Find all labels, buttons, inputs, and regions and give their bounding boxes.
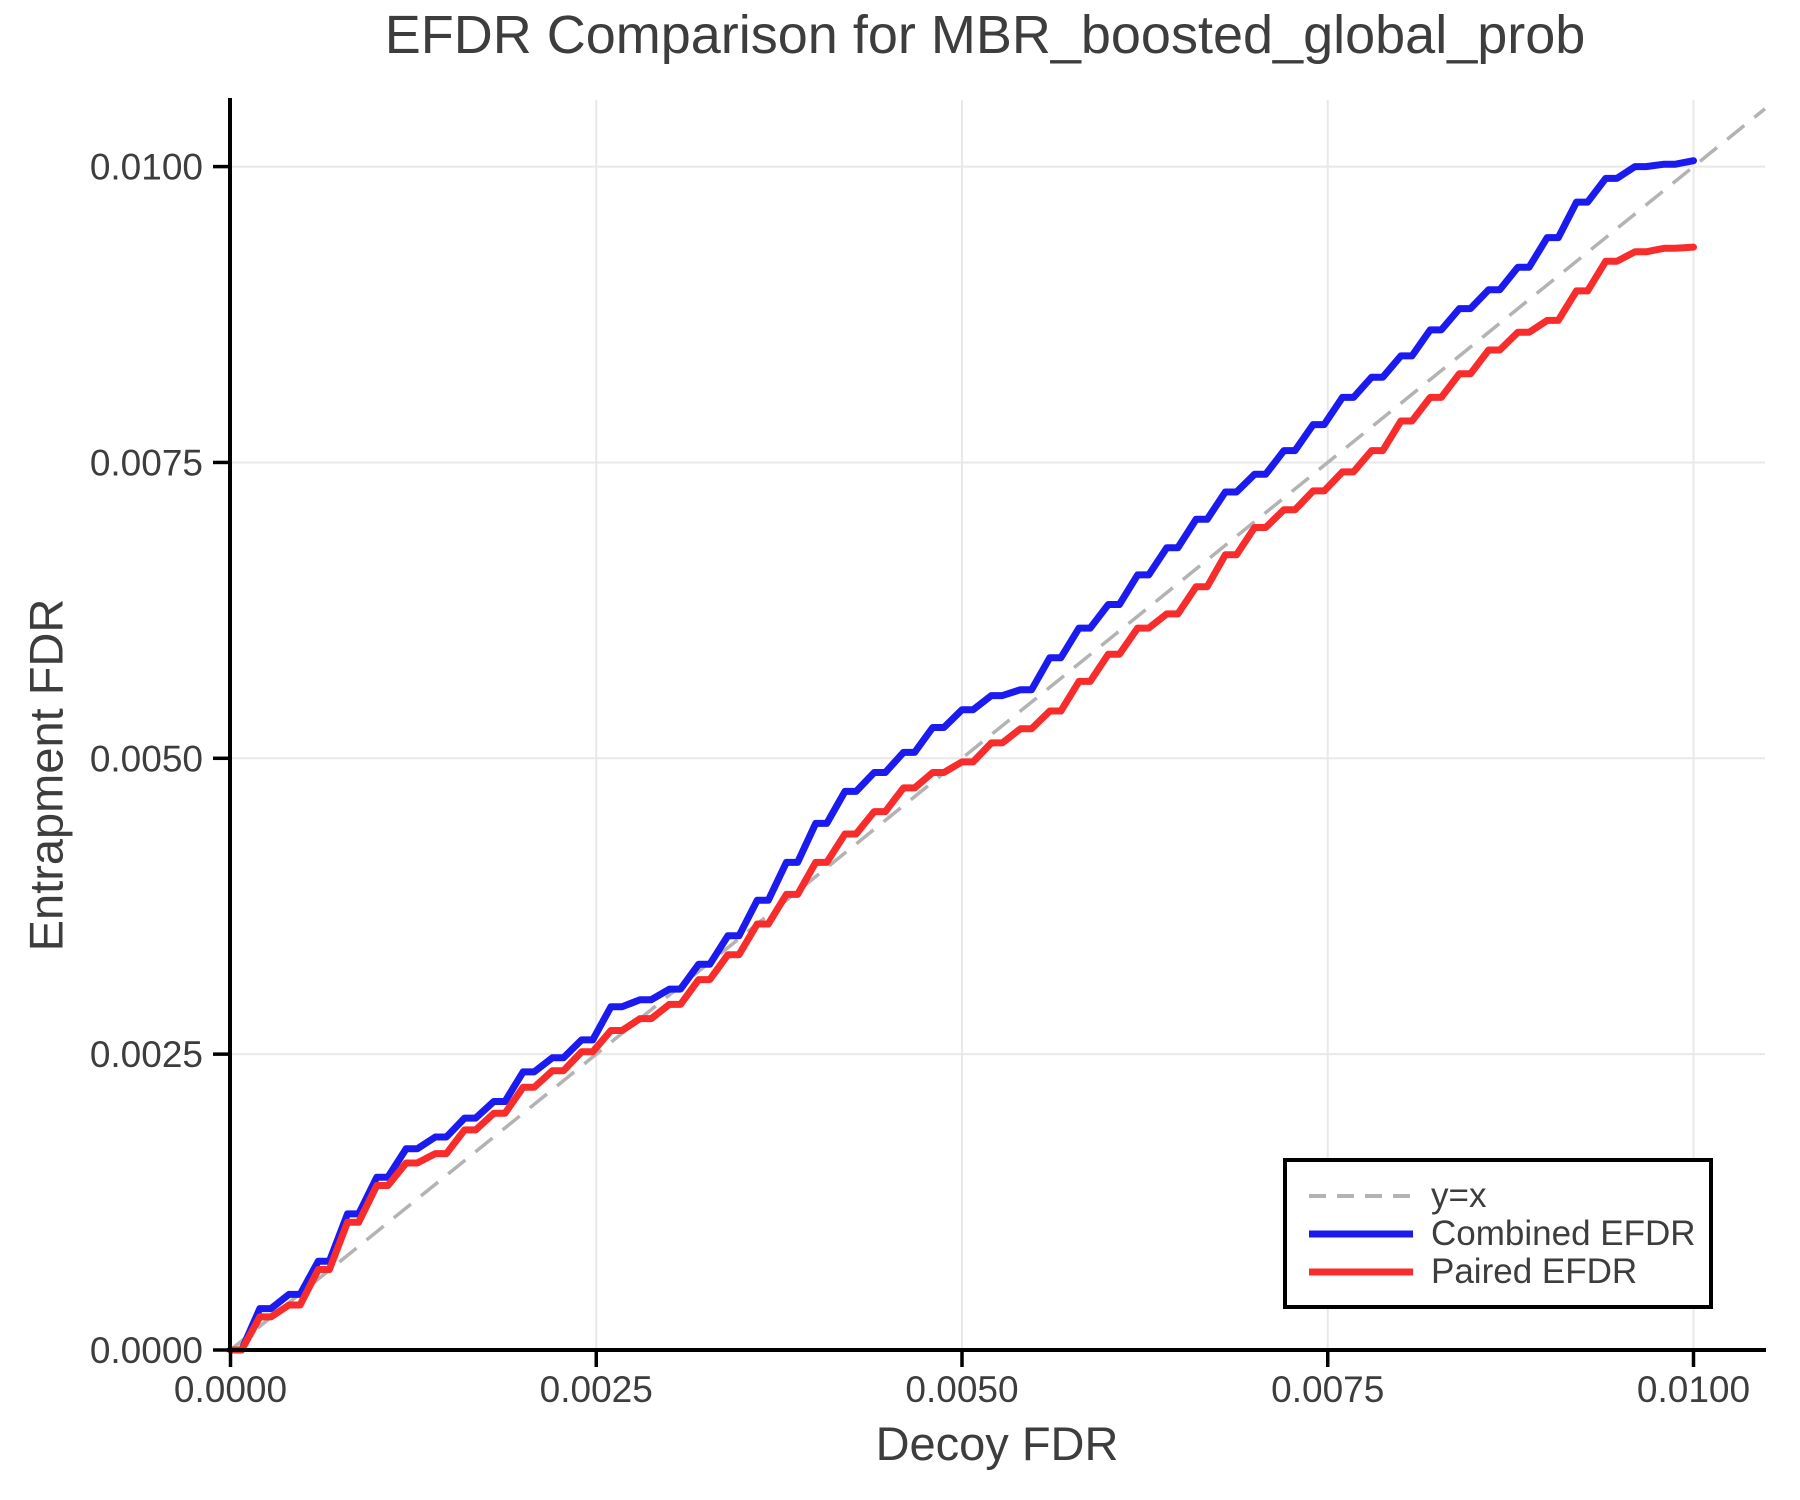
- y-tick-label: 0.0100: [90, 147, 203, 188]
- legend-combined-line-sample: [1309, 1230, 1413, 1237]
- x-tick-label: 0.0075: [1271, 1369, 1384, 1410]
- combined-efdr-line: [227, 157, 1697, 1354]
- legend-label-paired: Paired EFDR: [1431, 1252, 1638, 1291]
- legend-label-yx: y=x: [1431, 1176, 1487, 1215]
- legend-label-combined: Combined EFDR: [1431, 1214, 1696, 1253]
- y-tick-label: 0.0075: [90, 442, 203, 483]
- legend-dashed-line-sample: [1309, 1193, 1413, 1198]
- chart-title: EFDR Comparison for MBR_boosted_global_p…: [384, 5, 1586, 65]
- y-tick-label: 0.0000: [90, 1330, 203, 1371]
- legend: y=x Combined EFDR Paired EFDR: [1283, 1158, 1713, 1309]
- y-axis-label: Entrapment FDR: [19, 598, 73, 952]
- y-equals-x-line: [229, 107, 1767, 1352]
- x-tick-label: 0.0000: [174, 1369, 287, 1410]
- legend-row-yx: y=x: [1307, 1177, 1709, 1215]
- x-axis-label: Decoy FDR: [875, 1417, 1119, 1470]
- legend-row-combined: Combined EFDR: [1307, 1215, 1709, 1253]
- x-tick-label: 0.0100: [1637, 1369, 1750, 1410]
- y-tick-label: 0.0050: [90, 738, 203, 779]
- x-tick-label: 0.0025: [540, 1369, 653, 1410]
- y-tick-label: 0.0025: [90, 1034, 203, 1075]
- legend-paired-line-sample: [1309, 1268, 1413, 1275]
- legend-row-paired: Paired EFDR: [1307, 1253, 1709, 1291]
- paired-efdr-line: [227, 243, 1697, 1354]
- x-tick-label: 0.0050: [905, 1369, 1018, 1410]
